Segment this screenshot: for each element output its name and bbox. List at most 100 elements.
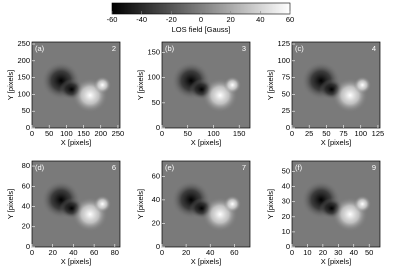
y-tick-label: 50 <box>22 106 30 115</box>
x-tick-label: 40 <box>206 248 214 257</box>
y-tick-label: 0 <box>26 123 30 132</box>
y-tick-label: 100 <box>17 89 30 98</box>
y-axis-label: Y [pixels] <box>6 70 15 100</box>
panel-label: (c) <box>295 44 304 53</box>
x-tick-label: 150 <box>233 129 246 138</box>
positive-polarity <box>93 195 112 213</box>
positive-polarity <box>223 195 242 213</box>
panel-annotation: 7 <box>242 163 246 172</box>
y-tick-label: 0 <box>156 123 160 132</box>
y-tick-label: 50 <box>152 98 160 107</box>
panel-frame <box>291 41 381 129</box>
y-tick-label: 200 <box>17 56 30 65</box>
x-tick-label: 200 <box>94 129 107 138</box>
x-tick-label: 80 <box>111 248 119 257</box>
y-tick-label: 10 <box>282 227 290 236</box>
colorbar-tick-label: 20 <box>226 15 234 24</box>
y-tick-label: 0 <box>26 242 30 251</box>
colorbar-tick-label: -20 <box>166 15 177 24</box>
x-tick-label: 50 <box>45 129 53 138</box>
y-axis-label: Y [pixels] <box>266 189 275 219</box>
x-axis-label: X [pixels] <box>61 257 91 266</box>
x-axis-label: X [pixels] <box>321 138 351 147</box>
x-axis-label: X [pixels] <box>61 138 91 147</box>
x-tick-label: 100 <box>207 129 220 138</box>
y-tick-label: 40 <box>22 202 30 211</box>
y-tick-label: 20 <box>282 212 290 221</box>
panel-annotation: 4 <box>372 44 376 53</box>
x-axis-label: X [pixels] <box>191 138 221 147</box>
x-tick-label: 40 <box>69 248 77 257</box>
x-axis-label: X [pixels] <box>191 257 221 266</box>
panel-frame <box>161 160 251 248</box>
y-axis-label: Y [pixels] <box>266 70 275 100</box>
panel-label: (b) <box>165 44 175 53</box>
x-tick-label: 50 <box>365 248 373 257</box>
x-tick-label: 20 <box>182 248 190 257</box>
panel-label: (e) <box>165 163 175 172</box>
y-axis-label: Y [pixels] <box>136 70 145 100</box>
x-tick-label: 0 <box>30 129 34 138</box>
y-tick-label: 60 <box>152 171 160 180</box>
x-tick-label: 60 <box>90 248 98 257</box>
panel-label: (d) <box>35 163 45 172</box>
y-tick-label: 40 <box>282 182 290 191</box>
y-tick-label: 50 <box>282 167 290 176</box>
x-tick-label: 125 <box>372 129 385 138</box>
x-tick-label: 50 <box>184 129 192 138</box>
y-tick-label: 100 <box>277 56 290 65</box>
panel-frame <box>31 41 121 129</box>
x-tick-label: 100 <box>354 129 367 138</box>
y-tick-label: 250 <box>17 39 30 48</box>
y-tick-label: 0 <box>286 123 290 132</box>
colorbar-tick-label: -40 <box>136 15 147 24</box>
positive-polarity <box>353 195 372 213</box>
y-tick-label: 80 <box>22 161 30 170</box>
x-tick-label: 60 <box>230 248 238 257</box>
colorbar-tick-label: 40 <box>256 15 264 24</box>
x-tick-label: 150 <box>77 129 90 138</box>
x-tick-label: 0 <box>160 248 164 257</box>
panel-label: (a) <box>35 44 45 53</box>
x-tick-label: 75 <box>339 129 347 138</box>
y-tick-label: 60 <box>22 181 30 190</box>
x-tick-label: 50 <box>322 129 330 138</box>
x-tick-label: 40 <box>350 248 358 257</box>
y-tick-label: 150 <box>147 48 160 57</box>
y-tick-label: 40 <box>152 195 160 204</box>
panel-annotation: 6 <box>112 163 116 172</box>
x-axis-label: X [pixels] <box>321 257 351 266</box>
positive-polarity <box>353 76 372 94</box>
colorbar-tick-label: -60 <box>107 15 118 24</box>
y-axis-label: Y [pixels] <box>6 189 15 219</box>
panel-annotation: 2 <box>112 44 116 53</box>
x-tick-label: 0 <box>290 248 294 257</box>
x-tick-label: 25 <box>305 129 313 138</box>
y-tick-label: 30 <box>282 197 290 206</box>
x-tick-label: 0 <box>290 129 294 138</box>
positive-polarity <box>93 76 112 94</box>
y-tick-label: 125 <box>277 39 290 48</box>
x-tick-label: 20 <box>49 248 57 257</box>
panel-frame <box>161 41 251 129</box>
y-tick-label: 0 <box>156 242 160 251</box>
colorbar-tick-label: 60 <box>286 15 294 24</box>
y-tick-label: 75 <box>282 73 290 82</box>
x-tick-label: 20 <box>319 248 327 257</box>
y-tick-label: 100 <box>147 73 160 82</box>
y-tick-label: 25 <box>282 106 290 115</box>
positive-polarity <box>223 76 242 94</box>
x-tick-label: 0 <box>160 129 164 138</box>
y-tick-label: 20 <box>152 218 160 227</box>
x-tick-label: 10 <box>303 248 311 257</box>
x-tick-label: 30 <box>334 248 342 257</box>
panel-annotation: 9 <box>372 163 376 172</box>
panel-frame <box>31 160 121 248</box>
colorbar-tick-label: 0 <box>199 15 203 24</box>
panel-annotation: 3 <box>242 44 246 53</box>
y-tick-label: 20 <box>22 222 30 231</box>
x-tick-label: 0 <box>30 248 34 257</box>
panel-frame <box>291 160 381 248</box>
y-tick-label: 50 <box>282 89 290 98</box>
